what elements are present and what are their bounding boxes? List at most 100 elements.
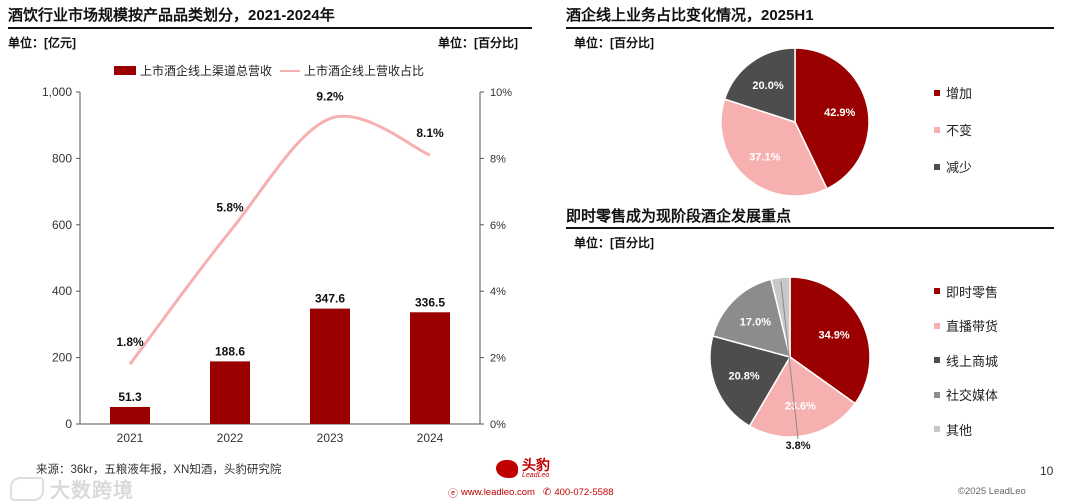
bar-2022: [210, 361, 250, 424]
bar-line-chart: 0 200 400 600 800 1,000 0% 2% 4% 6% 8% 10% 2021 2022 2…: [42, 85, 512, 445]
legend-label: 减少: [946, 160, 973, 175]
legend-item: 增加: [934, 74, 972, 111]
legend-swatch-bar: [114, 66, 136, 75]
legend-label: 不变: [946, 123, 973, 138]
pie1-unit-label: 单位：[百分比]: [574, 36, 654, 50]
page-number: 10: [1040, 464, 1054, 478]
pie-slice-label: 42.9%: [824, 107, 855, 119]
legend-swatch: [934, 288, 940, 295]
y-left-tick-label: 800: [52, 151, 72, 165]
pie-slice-3: [723, 47, 796, 124]
pie-leader-line: [780, 281, 799, 440]
globe-icon: ⓔ: [448, 489, 458, 500]
pie-slice-3: [709, 335, 792, 428]
pie-slice-label: 17.0%: [740, 316, 771, 328]
source-note: 来源：36kr，五粮液年报，XN知酒，头豹研究院: [36, 464, 282, 476]
y-right-tick-label: 8%: [490, 153, 506, 165]
legend-item: 线上商城: [934, 343, 998, 378]
phone-icon: ✆: [542, 487, 552, 498]
pie-slice-label: 37.1%: [749, 152, 780, 164]
copyright: ©2025 LeadLeo: [958, 486, 1026, 497]
phone-number: 400-072-5588: [554, 487, 614, 498]
legend-label-bar: 上市酒企线上渠道总营收: [140, 64, 273, 78]
y-right-tick-label: 4%: [490, 286, 506, 298]
pie2-title-rule: [566, 227, 1054, 229]
watermark-text: 大数跨境: [50, 480, 134, 502]
y-left-tick-label: 1,000: [42, 85, 72, 99]
pie1-title-rule: [566, 27, 1054, 29]
y-left-tick-label: 600: [52, 218, 72, 232]
line-value-label: 9.2%: [316, 90, 344, 104]
legend-swatch-line: [280, 69, 301, 72]
line-value-label: 5.8%: [216, 200, 244, 214]
x-tick-label: 2024: [417, 431, 444, 445]
legend-item: 减少: [934, 148, 972, 185]
pie2-title: 即时零售成为现阶段酒企发展重点: [566, 208, 792, 225]
watermark-logo-icon: [10, 476, 44, 501]
pie1-legend: 增加 不变 减少: [934, 74, 972, 185]
legend-swatch: [934, 126, 940, 133]
legend-swatch: [934, 89, 940, 96]
bar-value-label: 336.5: [415, 295, 445, 309]
legend-item: 其他: [934, 412, 998, 447]
pie-slice-2: [720, 98, 828, 197]
legend-label-line: 上市酒企线上营收占比: [304, 64, 425, 78]
pie-slice-label: 23.6%: [785, 401, 816, 413]
pie-online-business-change: 42.9% 37.1% 20.0%: [720, 47, 870, 197]
legend-label: 增加: [946, 86, 973, 101]
pie-slice-1: [794, 47, 870, 190]
x-tick-label: 2023: [317, 431, 344, 445]
legend-item: 直播带货: [934, 309, 998, 344]
bar-2023: [310, 308, 350, 424]
legend-item: 即时零售: [934, 274, 998, 309]
pie2-unit-label: 单位：[百分比]: [574, 236, 654, 250]
y-left-tick-label: 0: [65, 417, 72, 431]
legend-label: 社交媒体: [946, 388, 999, 404]
bar-chart-legend: 上市酒企线上渠道总营收 上市酒企线上营收占比: [114, 62, 424, 79]
legend-label: 线上商城: [946, 353, 999, 369]
right-axis-unit-label: 单位：[百分比]: [438, 36, 518, 50]
legend-item: 不变: [934, 111, 972, 148]
line-value-label: 8.1%: [416, 126, 444, 140]
line-value-label: 1.8%: [116, 335, 144, 349]
x-tick-label: 2022: [217, 431, 244, 445]
pie1-title: 酒企线上业务占比变化情况，2025H1: [566, 7, 814, 24]
website-link[interactable]: www.leadleo.com: [461, 487, 535, 498]
bar-2024: [410, 312, 450, 424]
left-unit-label: 单位：[亿元]: [8, 36, 76, 50]
bar-2021: [110, 406, 150, 424]
legend-swatch: [934, 357, 940, 364]
x-tick-label: 2021: [117, 431, 144, 445]
leopard-logo-icon: [496, 459, 518, 478]
legend-swatch: [934, 322, 940, 329]
pie-slice-5: [770, 276, 791, 358]
legend-swatch: [934, 163, 940, 170]
legend-label: 直播带货: [946, 319, 999, 335]
watermark-badge: 大数跨境: [10, 474, 134, 503]
y-right-tick-label: 10%: [490, 87, 512, 99]
left-chart-title: 酒饮行业市场规模按产品品类划分，2021-2024年: [8, 7, 335, 24]
logo-subtext: LeadLeo: [522, 472, 550, 479]
y-left-tick-label: 400: [52, 284, 72, 298]
y-left-tick-label: 200: [52, 351, 72, 365]
y-right-tick-label: 6%: [490, 220, 506, 232]
pie-slice-4: [711, 278, 792, 359]
legend-swatch: [934, 426, 940, 433]
logo-text: 头豹: [522, 457, 550, 473]
pie-slice-label: 20.8%: [728, 371, 759, 383]
pie2-legend: 即时零售直播带货线上商城社交媒体其他: [934, 274, 998, 447]
legend-label: 即时零售: [946, 284, 999, 300]
pie-instant-retail-focus: 34.9% 23.6% 20.8% 17.0% 3.8%: [709, 276, 871, 452]
bar-value-label: 188.6: [215, 344, 245, 358]
bar-value-label: 347.6: [315, 292, 345, 306]
pie-slice-label: 34.9%: [818, 329, 849, 341]
line-online-share: [128, 114, 431, 366]
left-title-rule: [8, 27, 532, 29]
pie-slice-label: 20.0%: [752, 80, 783, 92]
bar-value-label: 51.3: [118, 390, 142, 404]
legend-item: 社交媒体: [934, 378, 998, 413]
y-right-tick-label: 0%: [490, 419, 506, 431]
legend-label: 其他: [946, 422, 973, 438]
pie-slice-1: [789, 276, 871, 405]
pie-slice-2: [748, 355, 857, 438]
